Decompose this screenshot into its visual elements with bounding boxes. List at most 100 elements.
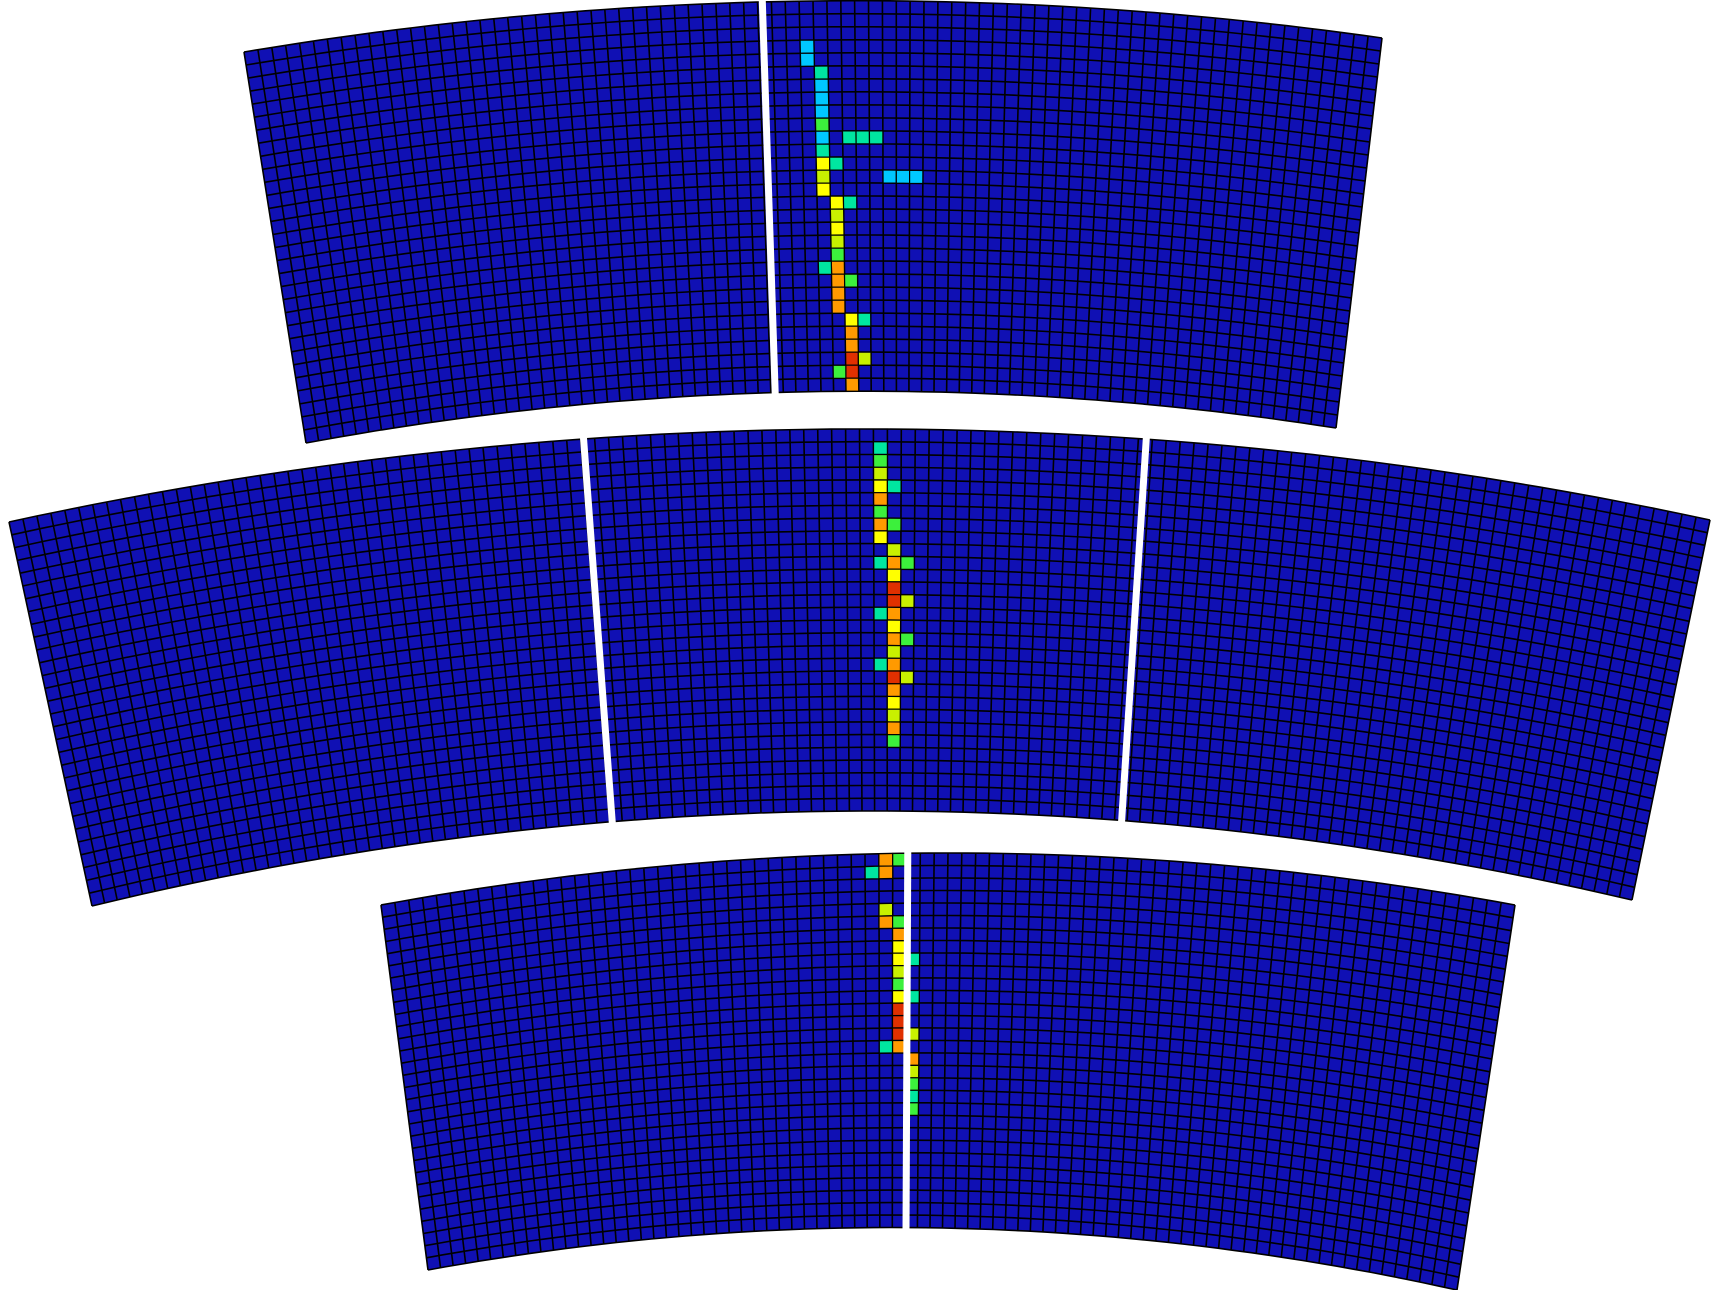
grid-col-line [490, 886, 530, 1254]
grid-col-line [203, 484, 270, 869]
grid-col-line [1117, 859, 1143, 1238]
grid-col-line [368, 33, 420, 425]
hit-cell [878, 902, 894, 917]
grid-col-line [1322, 36, 1369, 427]
grid-col-line [493, 18, 533, 410]
grid-col-line [454, 450, 497, 834]
grid-col-line [1555, 502, 1628, 884]
grid-col-line [715, 3, 734, 395]
grid-col-line [573, 875, 605, 1245]
grid-col-line [546, 878, 580, 1247]
grid-col-line [756, 2, 772, 393]
grid-col-line [440, 451, 485, 835]
grid-col-line [147, 493, 219, 878]
grid-col-line [538, 442, 573, 826]
grid-col-line [328, 465, 384, 849]
grid-col-line [1252, 452, 1293, 834]
grid-col-line [380, 904, 429, 1271]
grid-col-line [987, 431, 1000, 814]
grid-col-line [1247, 25, 1286, 416]
grid-col-line [370, 459, 421, 844]
grid-col-line [1184, 18, 1217, 409]
hit-cell [843, 273, 859, 288]
grid-col-line [1234, 23, 1272, 415]
grid-col-line [1580, 508, 1655, 889]
grid-col-line [1467, 485, 1530, 866]
grid-col-line [677, 433, 699, 816]
grid-col-line [284, 45, 345, 437]
grid-col-line [576, 11, 609, 403]
grid-col-line [384, 458, 434, 842]
hit-cell [886, 555, 902, 570]
grid-col-line [929, 852, 935, 1228]
grid-col-line [175, 489, 245, 873]
hit-cell [899, 632, 915, 647]
grid-col-line [1305, 878, 1350, 1262]
grid-col-line [451, 23, 496, 415]
grid-col-line [342, 463, 396, 847]
hit-cell [814, 91, 830, 106]
grid-col-line [298, 43, 357, 435]
grid-col-line [784, 1, 797, 393]
grid-col-line [1222, 22, 1258, 413]
grid-col-line [468, 448, 510, 832]
grid-col-line [601, 872, 630, 1242]
hit-cell [886, 683, 902, 698]
grid-col-line [761, 430, 775, 813]
hit-cell [873, 517, 889, 532]
cell-grid [380, 852, 1516, 1290]
grid-col-line [1088, 436, 1112, 819]
grid-col-line [1142, 860, 1171, 1240]
grid-col-line [920, 1, 925, 392]
module-gap [1117, 435, 1150, 825]
grid-col-line [354, 34, 408, 427]
grid-col-line [593, 438, 623, 821]
grid-col-line [50, 512, 131, 898]
grid-col-line [1159, 15, 1189, 406]
grid-col-line [407, 900, 454, 1266]
grid-col-line [532, 880, 567, 1249]
hit-cell [815, 156, 831, 171]
grid-col-line [1167, 862, 1198, 1243]
grid-col-line [1021, 4, 1036, 396]
grid-col-line [1092, 857, 1115, 1236]
grid-col-line [1456, 904, 1516, 1290]
grid-col-line [590, 10, 621, 402]
grid-col-line [421, 897, 467, 1264]
grid-col-line [273, 473, 333, 857]
grid-col-line [1084, 8, 1106, 400]
grid-col-line [1164, 442, 1195, 825]
grid-col-line [858, 428, 863, 812]
grid-col-line [739, 859, 756, 1232]
hit-cell [814, 117, 830, 132]
grid-col-line [231, 479, 295, 864]
grid-col-line [105, 501, 182, 886]
grid-col-line [1230, 869, 1267, 1251]
hit-cell [908, 169, 924, 185]
hit-cell [845, 364, 860, 379]
grid-col-line [504, 884, 542, 1252]
hit-cell [844, 338, 859, 353]
grid-col-line [1012, 432, 1028, 815]
grid-col-line [1242, 870, 1281, 1252]
grid-col-line [8, 521, 93, 907]
hit-cell [886, 644, 902, 659]
grid-col-line [587, 873, 617, 1243]
grid-col-line [1067, 856, 1088, 1234]
grid-col-line [1096, 9, 1120, 401]
grid-col-line [243, 51, 307, 444]
module-gap [902, 849, 912, 1232]
grid-col-line [830, 429, 838, 812]
grid-col-line [1517, 494, 1586, 876]
grid-col-line [617, 8, 646, 400]
grid-col-line [1416, 475, 1474, 857]
grid-col-line [1378, 469, 1432, 851]
grid-col-line [747, 430, 762, 814]
hit-cell [895, 169, 911, 184]
hit-cell [873, 504, 889, 519]
grid-col-line [698, 862, 718, 1234]
grid-col-line [1568, 505, 1642, 886]
grid-col-line [1290, 456, 1335, 838]
grid-col-line [412, 454, 459, 838]
grid-col-line [1151, 441, 1181, 823]
